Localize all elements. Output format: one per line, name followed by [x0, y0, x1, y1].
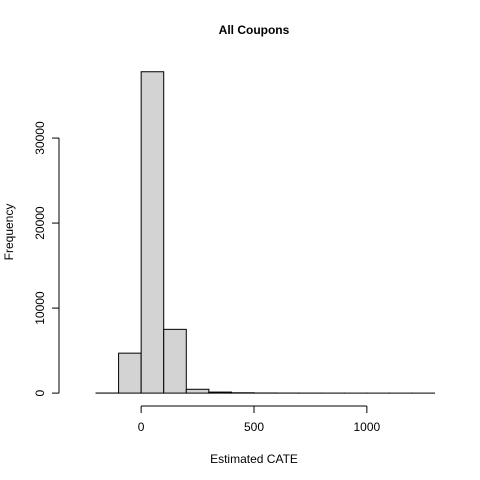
- bar: [208, 391, 232, 394]
- bar: [163, 328, 187, 394]
- bar: [140, 71, 165, 394]
- y-tick-label: 30000: [33, 121, 47, 155]
- x-tick-label: 1000: [353, 420, 380, 434]
- y-tick-label: 10000: [33, 291, 47, 325]
- y-tick-label: 0: [33, 389, 47, 396]
- bar: [118, 352, 142, 394]
- x-tick-label: 0: [138, 420, 145, 434]
- y-tick-label: 20000: [33, 206, 47, 240]
- chart-title: All Coupons: [219, 23, 290, 37]
- x-axis-label: Estimated CATE: [210, 452, 298, 466]
- x-tick-label: 500: [244, 420, 264, 434]
- bar: [185, 388, 210, 394]
- y-axis-label: Frequency: [2, 204, 16, 261]
